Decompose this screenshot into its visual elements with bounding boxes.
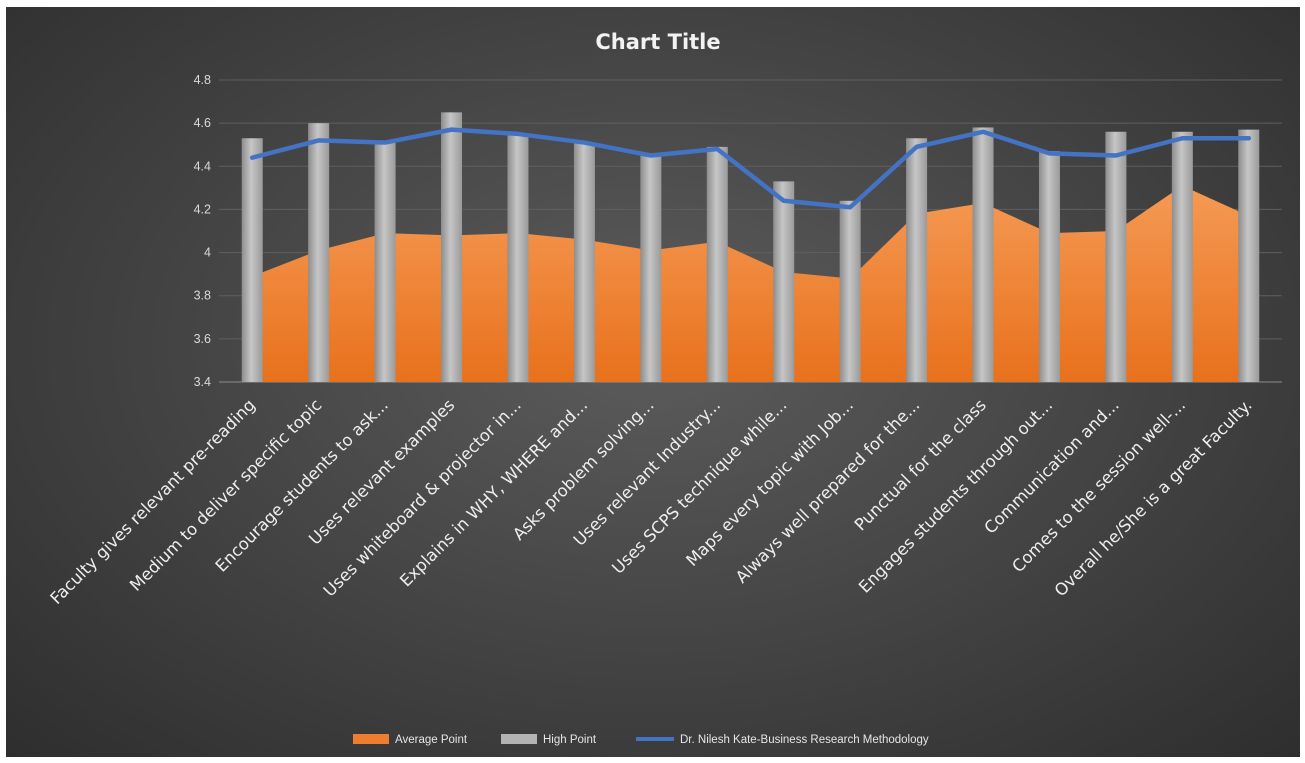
high-point-bar — [972, 127, 994, 382]
y-tick-label: 4 — [204, 246, 211, 260]
legend: Average Point High Point Dr. Nilesh Kate-B… — [353, 734, 929, 746]
x-axis-ticks: Faculty gives relevant pre-readingMedium… — [47, 395, 1256, 608]
high-point-bar — [374, 142, 396, 382]
y-tick-label: 4.2 — [194, 202, 211, 216]
high-point-bar — [308, 123, 330, 383]
y-tick-label: 3.4 — [194, 375, 211, 389]
high-point-bar — [1038, 151, 1060, 382]
high-point-bar — [241, 138, 263, 382]
faculty-line — [249, 127, 1252, 210]
legend-label-high: High Point — [543, 734, 597, 746]
faculty-line-series — [249, 127, 1252, 210]
high-point-bar — [1105, 131, 1127, 382]
y-tick-label: 4.6 — [194, 116, 211, 130]
y-tick-label: 4.4 — [194, 159, 211, 173]
y-axis-ticks: 3.4 3.6 3.8 4 4.2 4.4 4.6 4.8 — [194, 73, 211, 389]
high-point-bar — [507, 133, 529, 382]
high-point-bar — [839, 200, 861, 382]
high-point-bar — [573, 142, 595, 382]
x-tick-label: Punctual for the class — [851, 395, 990, 534]
high-point-bar — [640, 153, 662, 382]
chart-title: Chart Title — [595, 30, 720, 54]
high-point-bar — [706, 146, 728, 382]
legend-label-average: Average Point — [395, 734, 468, 746]
high-point-bars — [241, 112, 1260, 383]
high-point-bar — [773, 181, 795, 382]
legend-label-faculty: Dr. Nilesh Kate-Business Research Method… — [680, 734, 929, 746]
average-point-area — [252, 185, 1249, 382]
high-point-bar — [1238, 129, 1260, 382]
y-tick-label: 3.6 — [194, 332, 211, 346]
legend-swatch-average — [353, 734, 389, 744]
legend-swatch-high — [501, 734, 537, 744]
x-tick-label: Communication and... — [981, 395, 1123, 537]
y-tick-label: 3.8 — [194, 289, 211, 303]
high-point-bar — [1171, 131, 1193, 382]
chart-svg: 3.4 3.6 3.8 4 4.2 4.4 4.6 4.8 Faculty gives rel… — [47, 30, 1282, 746]
average-area — [252, 185, 1249, 382]
high-point-bar — [906, 138, 928, 382]
chart-area: 3.4 3.6 3.8 4 4.2 4.4 4.6 4.8 Faculty gives rel… — [6, 7, 1300, 757]
high-point-bar — [441, 112, 463, 382]
y-tick-label: 4.8 — [194, 73, 211, 87]
